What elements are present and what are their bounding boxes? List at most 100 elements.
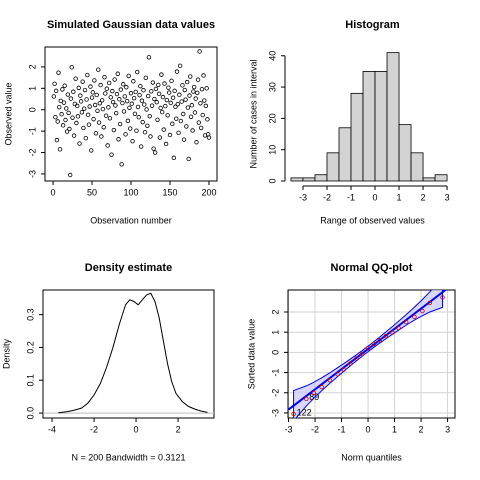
data-point [159,109,165,115]
data-point [68,96,74,101]
data-point [124,98,130,104]
data-point [86,122,92,127]
data-point [103,113,109,118]
x-tick-label: -3 [299,192,307,202]
data-point [60,87,65,92]
data-point [165,113,170,118]
histogram-bar [434,174,448,182]
data-point [198,101,203,106]
y-tick-label: 1 [270,330,280,335]
data-point [147,113,152,119]
histogram-bar [422,177,436,182]
data-point [120,100,125,106]
histogram-bar [410,152,424,182]
histogram-bar [362,71,376,182]
point-label: 89 [309,392,319,402]
panel-title: Histogram [345,19,400,31]
data-point [69,65,74,70]
data-point [136,115,141,120]
x-axis-label: N = 200 Bandwidth = 0.3121 [71,452,185,462]
data-point [360,351,365,357]
data-point [64,129,70,134]
x-tick-label: -3 [285,424,293,434]
data-point [412,314,417,320]
data-point [195,90,200,96]
histogram-bar [338,127,352,182]
panel-title: Simulated Gaussian data values [47,19,215,31]
data-point [78,99,84,104]
data-point [60,123,66,128]
data-point [158,105,163,111]
data-point [126,73,131,79]
data-point [95,108,100,113]
data-point [184,79,190,85]
data-point [142,102,147,107]
data-point [66,110,71,116]
data-point [163,141,169,147]
data-point [97,101,103,106]
data-point [88,84,93,89]
data-point [110,88,115,94]
data-point [53,115,58,120]
plot-frame [287,289,456,419]
plot-frame [42,289,215,419]
x-tick-label: -1 [338,424,346,434]
y-axis-label: Observed value [3,82,13,145]
x-tick-label: -2 [323,192,331,202]
data-point [99,98,105,103]
data-point [166,85,171,90]
data-point [348,361,353,366]
data-point [186,156,191,162]
data-point [196,120,202,125]
data-point [53,88,59,94]
data-point [78,93,83,98]
data-point [129,101,134,106]
data-point [181,137,187,142]
data-point [189,103,195,108]
data-point [85,72,90,78]
x-tick-label: -2 [311,424,319,434]
data-point [175,101,180,107]
y-tick-label: -3 [270,409,280,417]
x-axis-label: Norm quantiles [341,452,402,462]
data-point [138,83,143,89]
data-point [122,94,127,99]
plot-frame [44,46,218,182]
y-tick-label: 2 [27,64,37,69]
data-point [139,98,145,103]
panel: Simulated Gaussian data values Observatio… [3,19,218,225]
data-point [187,93,192,98]
data-point [171,155,177,161]
y-axis-label: Density [1,338,11,369]
x-tick-label: 150 [162,187,177,197]
data-point [83,135,88,141]
data-point [75,103,80,109]
data-point [202,98,207,103]
x-tick-label: 0 [134,424,139,434]
data-point [135,104,141,110]
data-point [82,87,88,93]
panel-title: Normal QQ-plot [331,262,413,274]
data-point [100,106,106,112]
data-point [174,69,180,74]
data-point [104,86,110,91]
data-point [92,102,98,108]
data-point [125,118,131,124]
data-point [134,128,139,133]
data-point [149,89,154,94]
panel: Normal QQ-plot Norm quantiles Sorted data … [246,262,456,462]
histogram-bar [326,152,340,182]
data-point [52,81,57,87]
data-point [156,82,161,88]
y-axis-label: Sorted data value [246,319,256,390]
data-point [185,105,191,110]
data-point [94,92,99,98]
data-point [204,86,209,91]
data-point [377,338,382,343]
data-point [162,81,167,86]
y-tick-label: 30 [267,82,277,92]
x-tick-label: 0 [373,192,378,202]
data-point [118,87,124,92]
panel: Histogram Range of observed values Number … [248,19,449,225]
data-point [71,89,76,94]
